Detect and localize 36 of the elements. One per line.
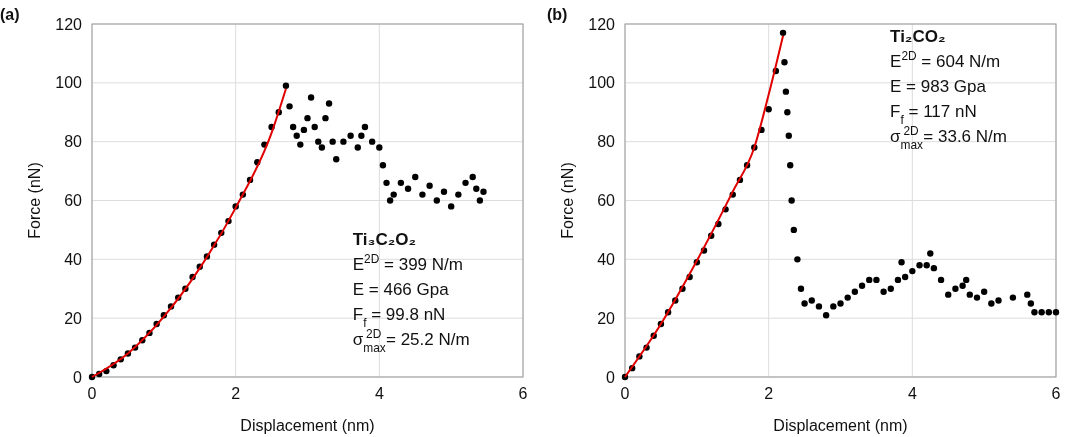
y-tick-label: 0 <box>606 368 616 386</box>
y-tick-label: 100 <box>55 74 83 92</box>
annotation: Ti₂CO₂ <box>890 27 946 46</box>
annotation: E = 466 Gpa <box>352 279 450 299</box>
y-tick-label: 120 <box>588 15 616 33</box>
y-tick-label: 60 <box>64 192 83 210</box>
x-tick-label: 4 <box>374 385 384 402</box>
chart-title: (b) <box>547 6 568 23</box>
y-tick-label: 100 <box>588 74 616 92</box>
y-tick-label: 20 <box>597 309 616 327</box>
x-tick-label: 6 <box>518 385 528 402</box>
annotation: E$^{2D}$ = 604 N/m <box>890 49 1001 71</box>
y-axis-title: Force (nN) <box>559 162 576 239</box>
annotation: E$^{2D}$ = 399 N/m <box>352 251 463 274</box>
y-axis-title: Force (nN) <box>26 162 43 239</box>
y-tick-label: 40 <box>64 250 83 268</box>
annotation: F$_{f}$ = 117 nN <box>890 102 977 127</box>
chart-title: (a) <box>0 6 20 23</box>
x-tick-label: 0 <box>620 385 630 402</box>
y-tick-label: 120 <box>55 15 83 33</box>
x-tick-label: 0 <box>87 385 97 402</box>
y-tick-label: 60 <box>597 192 616 210</box>
x-tick-label: 4 <box>907 385 917 402</box>
y-tick-label: 0 <box>73 368 83 386</box>
annotation: σ$_{max}$$^{2D}$ = 33.6 N/m <box>890 124 1007 152</box>
y-tick-label: 20 <box>64 309 83 327</box>
x-tick-label: 2 <box>764 385 774 402</box>
x-tick-label: 6 <box>1051 385 1061 402</box>
x-axis-title: Displacement (nm) <box>240 417 375 434</box>
y-tick-label: 80 <box>597 133 616 151</box>
x-tick-label: 2 <box>231 385 241 402</box>
y-tick-label: 80 <box>64 133 83 151</box>
annotation: E = 983 Gpa <box>890 77 987 96</box>
x-axis-title: Displacement (nm) <box>773 417 908 434</box>
annotation: Ti₃C₂O₂ <box>352 229 417 249</box>
y-tick-label: 40 <box>597 250 616 268</box>
